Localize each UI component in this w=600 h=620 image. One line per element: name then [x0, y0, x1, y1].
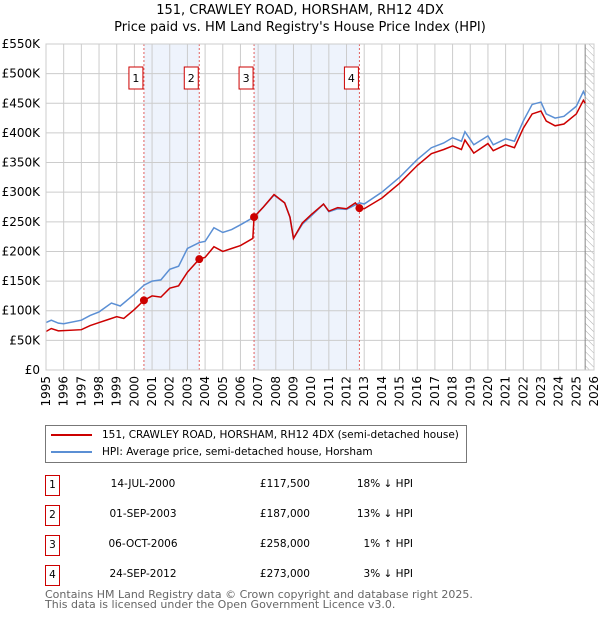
sale-price: £117,500: [259, 478, 310, 490]
y-tick-label: £0: [25, 363, 40, 377]
x-tick-label: 2026: [587, 376, 600, 407]
x-tick-label: 1998: [92, 376, 106, 407]
x-tick-label: 2022: [516, 376, 530, 407]
chart-title: 151, CRAWLEY ROAD, HORSHAM, RH12 4DX: [156, 3, 444, 18]
x-tick-label: 2009: [286, 376, 300, 407]
sale-marker-label: 1: [45, 475, 60, 496]
x-tick-label: 1997: [74, 376, 88, 407]
x-tick-label: 2018: [446, 376, 460, 407]
x-tick-label: 2007: [251, 376, 265, 407]
sale-price: £273,000: [259, 568, 310, 580]
x-tick-label: 2017: [428, 376, 442, 407]
y-tick-label: £50K: [9, 333, 41, 347]
sale-row: 3 06-OCT-2006 £258,000 1% ↑ HPI: [45, 535, 445, 557]
sale-row: 1 14-JUL-2000 £117,500 18% ↓ HPI: [45, 475, 445, 497]
chart-subtitle: Price paid vs. HM Land Registry's House …: [114, 20, 486, 35]
legend: 151, CRAWLEY ROAD, HORSHAM, RH12 4DX (se…: [45, 425, 467, 463]
x-tick-label: 2019: [463, 376, 477, 407]
sale-row: 2 01-SEP-2003 £187,000 13% ↓ HPI: [45, 505, 445, 527]
sale-point: [139, 296, 148, 305]
x-tick-label: 2014: [375, 376, 389, 407]
x-tick-label: 2002: [163, 376, 177, 407]
y-tick-label: £250K: [2, 215, 42, 229]
x-tick-label: 2015: [393, 376, 407, 407]
sale-marker-label: 3: [243, 72, 250, 85]
sale-date: 14-JUL-2000: [110, 478, 176, 490]
x-tick-label: 2023: [534, 376, 548, 407]
x-tick-label: 2003: [180, 376, 194, 407]
x-tick-label: 2004: [198, 376, 212, 407]
sale-marker-box: [183, 66, 199, 90]
y-tick-label: £500K: [2, 67, 42, 81]
x-tick-label: 2020: [481, 376, 495, 407]
x-tick-label: 2011: [322, 376, 336, 407]
sale-marker-label: 2: [188, 72, 195, 85]
forecast-hatch: [585, 44, 594, 370]
x-tick-label: 1995: [39, 376, 53, 407]
sale-hpi-diff: 13% ↓ HPI: [356, 508, 413, 520]
footer-line: This data is licensed under the Open Gov…: [45, 598, 396, 611]
legend-label-property: 151, CRAWLEY ROAD, HORSHAM, RH12 4DX (se…: [102, 429, 459, 441]
sale-point: [355, 204, 364, 213]
sale-point: [250, 213, 259, 222]
sale-marker-box: [343, 66, 359, 90]
shaded-range: [143, 44, 200, 370]
legend-item-property: 151, CRAWLEY ROAD, HORSHAM, RH12 4DX (se…: [51, 429, 459, 441]
x-tick-label: 2006: [233, 376, 247, 407]
price-chart: 1995 1996 1997 1998 1999 2000 2001 2002 2003 2004…: [2, 37, 600, 407]
footer-line: Contains HM Land Registry data © Crown c…: [45, 588, 473, 601]
sale-marker-label: 4: [348, 72, 355, 85]
sale-marker-box: [238, 66, 254, 90]
sale-price: £258,000: [259, 538, 310, 550]
y-tick-label: £300K: [2, 185, 42, 199]
y-tick-label: £350K: [2, 156, 42, 170]
x-tick-label: 2010: [304, 376, 318, 407]
x-tick-label: 2005: [216, 376, 230, 407]
hpi-line: [45, 89, 586, 325]
y-tick-label: £150K: [2, 274, 42, 288]
y-tick-label: £450K: [2, 96, 42, 110]
sale-date: 06-OCT-2006: [108, 538, 178, 550]
sale-hpi-diff: 18% ↓ HPI: [356, 478, 413, 490]
x-tick-label: 2000: [127, 376, 141, 407]
x-tick-label: 2025: [569, 376, 583, 407]
sale-row: 4 24-SEP-2012 £273,000 3% ↓ HPI: [45, 565, 445, 587]
sale-hpi-diff: 3% ↓ HPI: [363, 568, 413, 580]
sale-marker-box: [128, 66, 144, 90]
sale-price: £187,000: [259, 508, 310, 520]
sale-marker-label: 1: [132, 72, 139, 85]
sale-marker-label: 3: [45, 535, 60, 556]
y-tick-label: £550K: [2, 37, 42, 51]
y-tick-label: £200K: [2, 244, 42, 258]
shaded-range: [254, 44, 360, 370]
footer: Contains HM Land Registry data © Crown c…: [45, 588, 473, 611]
y-tick-label: £100K: [2, 304, 42, 318]
x-tick-label: 2013: [357, 376, 371, 407]
sale-date: 01-SEP-2003: [109, 508, 177, 520]
sale-hpi-diff: 1% ↑ HPI: [363, 538, 413, 550]
x-tick-label: 2024: [552, 376, 566, 407]
legend-item-hpi: HPI: Average price, semi-detached house,…: [51, 446, 373, 458]
legend-swatch-hpi: [51, 451, 92, 453]
x-tick-label: 2016: [410, 376, 424, 407]
x-tick-label: 2001: [145, 376, 159, 407]
legend-swatch-property: [51, 434, 92, 436]
sale-date: 24-SEP-2012: [109, 568, 177, 580]
y-tick-label: £400K: [2, 126, 42, 140]
sale-marker-label: 4: [45, 565, 60, 586]
x-tick-label: 2008: [269, 376, 283, 407]
plot-border: [45, 43, 595, 371]
x-tick-label: 1999: [110, 376, 124, 407]
x-tick-label: 2021: [499, 376, 513, 407]
sale-point: [195, 255, 204, 264]
legend-label-hpi: HPI: Average price, semi-detached house,…: [102, 446, 373, 458]
sale-marker-label: 2: [45, 505, 60, 526]
x-tick-label: 1996: [57, 376, 71, 407]
x-tick-label: 2012: [340, 376, 354, 407]
